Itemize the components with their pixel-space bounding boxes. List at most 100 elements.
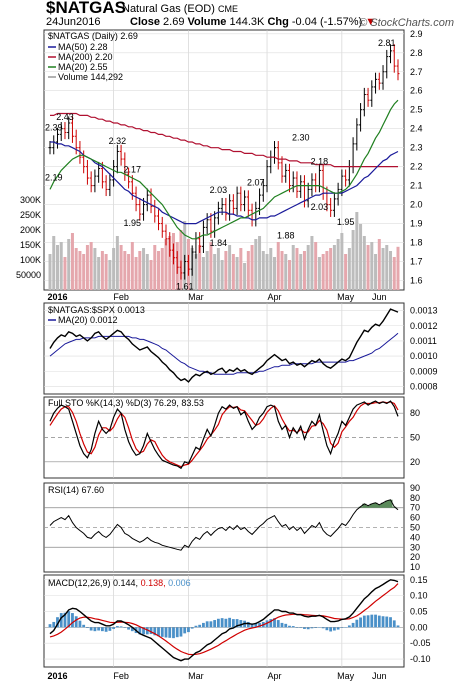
volume-bar [299,254,303,290]
macd-histogram-bar [93,627,97,632]
volume-bar [377,239,381,290]
volume-bar [198,245,202,290]
volume-bar [291,245,295,290]
macd-histogram-bar [138,627,142,635]
macd-histogram-bar [130,627,134,632]
price-annotation: 1.88 [277,230,295,240]
macd-histogram-bar [389,617,392,628]
macd-histogram-bar [392,620,396,628]
volume-bar [269,248,273,290]
volume-bar [63,257,67,290]
volume-bar [374,254,378,290]
macd-histogram-bar [48,624,52,628]
volume-bar [329,248,333,290]
macd-histogram-bar [160,627,164,637]
macd-histogram-bar [269,619,273,628]
macd-tick-label: -0.05 [410,638,431,648]
ratio-tick-label: 0.0011 [410,336,437,346]
volume-bar [97,257,101,290]
price-tick-label: 1.9 [410,219,423,229]
macd-line [49,579,399,662]
volume-bar [67,239,71,290]
macd-histogram-bar [347,625,351,628]
macd-histogram-bar [362,615,366,628]
macd-histogram-value: 0.006 [168,578,191,588]
rsi-tick-label: 40 [410,532,420,542]
macd-histogram-bar [254,623,258,628]
volume-bar [243,263,247,290]
volume-bar [265,254,269,290]
macd-histogram-bar [59,613,63,628]
macd-histogram-bar [381,616,385,628]
macd-histogram-bar [370,614,374,628]
volume-bar [209,242,213,290]
macd-histogram-bar [280,622,284,628]
macd-histogram-bar [295,627,299,628]
macd-histogram-bar [385,616,389,628]
macd-tick-label: 0.00 [410,622,428,632]
macd-histogram-bar [108,627,112,631]
price-annotation: 1.84 [210,238,228,248]
price-tick-label: 2.5 [410,105,423,115]
macd-histogram-bar [56,617,59,628]
sto-tick-label: 80 [410,408,420,418]
price-annotation: 1.95 [337,217,355,227]
volume-bar [246,251,250,290]
macd-histogram-bar [67,611,71,628]
volume-bar [85,245,89,290]
volume-bar [194,254,198,290]
volume-bar [250,245,254,290]
volume-bar [235,257,239,290]
sto-tick-label: 20 [410,457,420,467]
volume-bar [310,236,314,290]
volume-bar [228,245,232,290]
month-label-bottom: 2016 [47,671,67,681]
macd-histogram-bar [168,627,172,638]
price-tick-label: 1.7 [410,257,423,267]
price-annotation: 2.18 [311,156,329,166]
volume-bar [78,251,82,290]
volume-bar [168,236,172,290]
macd-histogram-bar [190,627,194,629]
macd-histogram-bar [329,627,333,632]
month-label: 2016 [47,292,67,302]
macd-histogram-bar [52,621,56,628]
volume-bar [123,251,127,290]
price-tick-label: 2.1 [410,181,423,191]
month-label-bottom: Apr [268,671,282,681]
volume-bar [149,260,153,290]
rsi-panel-title: RSI(14) 67.60 [48,485,104,495]
price-annotation: 2.19 [45,173,63,183]
volume-bar [213,254,217,290]
price-annotation: 2.17 [124,164,142,174]
volume-bar [370,242,374,290]
month-label-bottom: May [337,671,355,681]
volume-bar [179,230,183,290]
volume-bar [273,257,277,290]
macd-histogram-bar [377,615,381,628]
volume-bar [295,248,299,290]
price-tick-label: 1.8 [410,238,423,248]
brand-watermark: © StockCharts.com [359,17,454,29]
price-annotation: 2.03 [210,185,228,195]
price-tick-label: 2.9 [410,29,423,39]
volume-bar [142,248,146,290]
volume-bar [74,248,78,290]
macd-histogram-bar [164,627,168,638]
volume-bar [201,257,205,290]
volume-tick-label: 300K [20,195,41,205]
macd-histogram-bar [175,627,179,638]
macd-histogram-bar [318,627,321,628]
macd-histogram-bar [100,627,104,632]
price-tick-label: 2.2 [410,162,423,172]
macd-histogram-bar [209,621,213,628]
volume-bar [336,239,340,290]
rsi-tick-label: 30 [410,542,420,552]
macd-tick-label: 0.05 [410,606,428,616]
macd-histogram-bar [213,620,217,628]
macd-histogram-bar [145,627,149,635]
macd-histogram-bar [78,620,82,628]
macd-histogram-bar [239,620,243,628]
quote-summary: Close 2.69 Volume 144.3K Chg -0.04 (-1.5… [130,16,376,28]
